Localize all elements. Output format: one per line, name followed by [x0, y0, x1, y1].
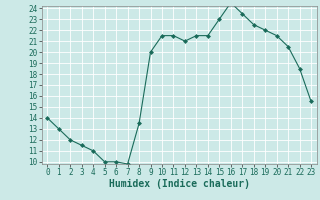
X-axis label: Humidex (Indice chaleur): Humidex (Indice chaleur)	[109, 179, 250, 189]
